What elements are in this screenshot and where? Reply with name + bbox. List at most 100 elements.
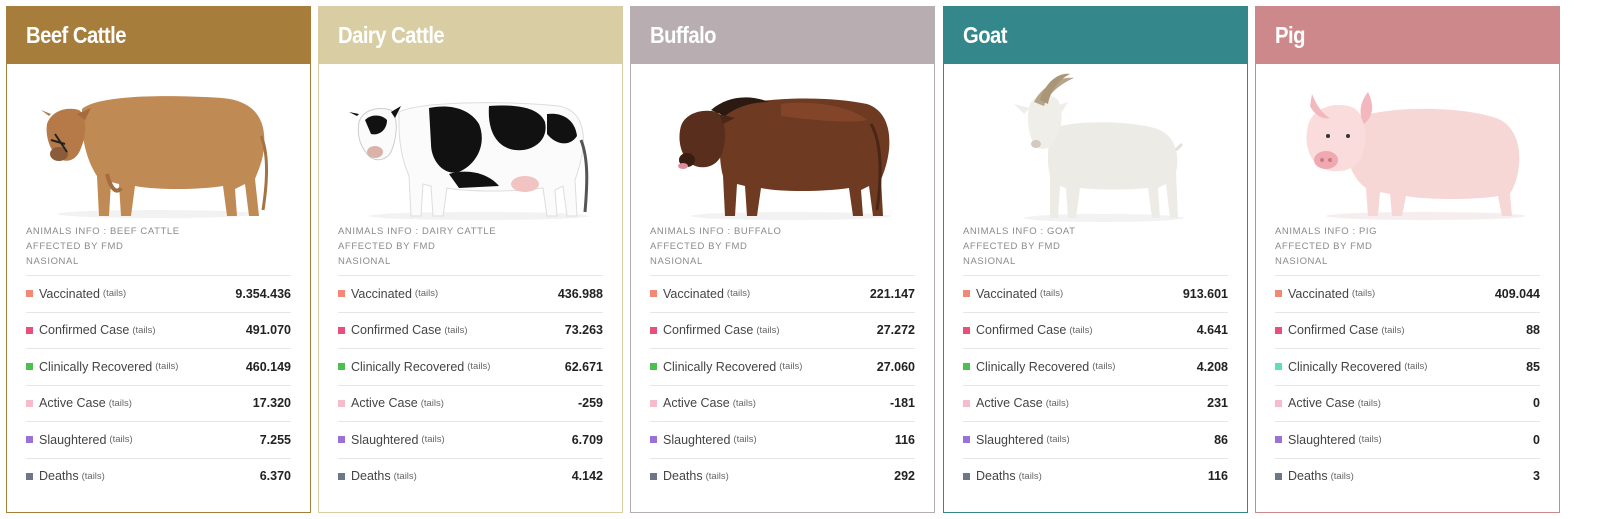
stat-row-clinically-recovered: Clinically Recovered (tails) 27.060 <box>650 349 915 386</box>
stat-value: 231 <box>1207 396 1228 411</box>
stat-unit: (tails) <box>102 288 127 300</box>
stat-value: 436.988 <box>557 286 603 301</box>
pig-image <box>1256 64 1559 224</box>
card-buffalo[interactable]: Buffalo ANIMALS INFO : BUFFALO AFFECTED … <box>630 6 935 513</box>
stats-list: Vaccinated (tails) 9.354.436 Confirmed Cas… <box>26 275 291 494</box>
stat-row-deaths: Deaths (tails) 292 <box>650 459 915 495</box>
stat-value: 6.370 <box>259 469 291 484</box>
stat-value: 27.060 <box>876 359 915 374</box>
legend-marker <box>26 326 33 334</box>
stat-unit: (tails) <box>1046 434 1070 446</box>
legend-marker <box>1275 472 1282 480</box>
stat-label: Vaccinated <box>663 286 724 301</box>
card-header: Beef Cattle <box>7 7 310 64</box>
stat-value: 292 <box>894 469 915 484</box>
legend-marker <box>26 363 33 371</box>
info-line-affected: AFFECTED BY FMD <box>26 241 124 252</box>
legend-marker <box>26 436 33 444</box>
stat-unit: (tails) <box>1069 324 1093 336</box>
stat-row-slaughtered: Slaughtered (tails) 86 <box>963 422 1228 459</box>
legend-marker <box>338 290 345 298</box>
card-dairy-cattle[interactable]: Dairy Cattle ANIMALS INFO : DAIRY CATTLE… <box>318 6 623 513</box>
stat-unit: (tails) <box>414 288 439 300</box>
info-line-animal: ANIMALS INFO : GOAT <box>963 226 1076 237</box>
stat-row-deaths: Deaths (tails) 4.142 <box>338 459 603 495</box>
stat-label: Active Case <box>1288 396 1355 411</box>
info-line-affected: AFFECTED BY FMD <box>338 241 436 252</box>
info-line-animal: ANIMALS INFO : DAIRY CATTLE <box>338 226 497 237</box>
stat-row-deaths: Deaths (tails) 3 <box>1275 459 1540 495</box>
legend-marker <box>338 472 345 480</box>
stat-label: Slaughtered <box>1288 432 1356 447</box>
stat-row-vaccinated: Vaccinated (tails) 409.044 <box>1275 276 1540 313</box>
stat-label: Confirmed Case <box>976 323 1067 338</box>
stat-unit: (tails) <box>109 434 133 446</box>
stat-row-active-case: Active Case (tails) -259 <box>338 386 603 422</box>
stats-list: Vaccinated (tails) 409.044 Confirmed Case(… <box>1275 275 1540 494</box>
legend-marker <box>1275 399 1282 407</box>
legend-marker <box>650 472 657 480</box>
stat-unit: (tails) <box>1018 470 1042 482</box>
stat-value: 4.641 <box>1196 323 1228 338</box>
card-pig[interactable]: Pig ANIMALS INFO : PIG AFFECTED BY FMD N… <box>1255 6 1560 513</box>
goat-image <box>944 64 1247 224</box>
stat-value: 0 <box>1533 432 1540 447</box>
stat-value: 4.142 <box>571 469 603 484</box>
stat-label: Active Case <box>351 396 418 411</box>
legend-marker <box>963 472 970 480</box>
stat-value: 9.354.436 <box>235 286 291 301</box>
stat-unit: (tails) <box>421 434 445 446</box>
card-title: Beef Cattle <box>26 22 126 48</box>
stat-unit: (tails) <box>1039 288 1064 300</box>
stat-row-vaccinated: Vaccinated (tails) 436.988 <box>338 276 603 313</box>
stat-label: Clinically Recovered <box>351 359 465 374</box>
stat-value: 116 <box>894 432 915 447</box>
stat-label: Slaughtered <box>976 432 1044 447</box>
stat-label: Slaughtered <box>663 432 731 447</box>
stat-value: 6.709 <box>571 432 603 447</box>
stat-label: Active Case <box>663 396 730 411</box>
info-line-animal: ANIMALS INFO : PIG <box>1275 226 1378 237</box>
stat-value: 221.147 <box>869 286 915 301</box>
card-header: Dairy Cattle <box>319 7 622 64</box>
stat-row-slaughtered: Slaughtered (tails) 6.709 <box>338 422 603 459</box>
animal-info: ANIMALS INFO : BUFFALO AFFECTED BY FMD N… <box>631 224 934 269</box>
animal-info: ANIMALS INFO : GOAT AFFECTED BY FMD NASI… <box>944 224 1247 269</box>
stat-label: Deaths <box>39 469 79 484</box>
stat-unit: (tails) <box>779 361 803 373</box>
stat-label: Deaths <box>351 469 391 484</box>
legend-marker <box>963 290 970 298</box>
legend-marker <box>338 363 345 371</box>
stat-row-deaths: Deaths (tails) 116 <box>963 459 1228 495</box>
stat-unit: (tails) <box>1330 470 1354 482</box>
stat-row-active-case: Active Case (tails) 231 <box>963 386 1228 422</box>
card-goat[interactable]: Goat ANIMALS INFO : GOAT AFFECTED BY FMD… <box>943 6 1248 513</box>
legend-marker <box>1275 363 1282 371</box>
stat-value: 409.044 <box>1494 286 1540 301</box>
legend-marker <box>338 326 345 334</box>
stat-label: Clinically Recovered <box>1288 359 1402 374</box>
stat-row-slaughtered: Slaughtered (tails) 7.255 <box>26 422 291 459</box>
stat-value: 0 <box>1533 396 1540 411</box>
stat-label: Clinically Recovered <box>39 359 153 374</box>
stat-row-active-case: Active Case (tails) -181 <box>650 386 915 422</box>
stat-row-vaccinated: Vaccinated (tails) 9.354.436 <box>26 276 291 313</box>
card-beef-cattle[interactable]: Beef Cattle ANIMALS INFO : BEEF CATTLE A… <box>6 6 311 513</box>
info-line-affected: AFFECTED BY FMD <box>1275 241 1373 252</box>
legend-marker <box>1275 436 1282 444</box>
stat-value: 116 <box>1207 469 1228 484</box>
legend-marker <box>26 399 33 407</box>
stat-unit: (tails) <box>132 324 156 336</box>
info-line-region: NASIONAL <box>338 256 391 267</box>
stat-label: Vaccinated <box>1288 286 1349 301</box>
stat-label: Slaughtered <box>351 432 419 447</box>
info-line-region: NASIONAL <box>650 256 703 267</box>
animal-info: ANIMALS INFO : PIG AFFECTED BY FMD NASIO… <box>1256 224 1559 269</box>
stats-list: Vaccinated (tails) 913.601 Confirmed Case(… <box>963 275 1228 494</box>
dairy-cattle-image <box>319 64 622 224</box>
stat-value: 62.671 <box>564 359 603 374</box>
stat-label: Vaccinated <box>39 286 100 301</box>
stat-value: 85 <box>1526 359 1540 374</box>
stat-value: 491.070 <box>245 323 291 338</box>
stat-row-slaughtered: Slaughtered (tails) 116 <box>650 422 915 459</box>
